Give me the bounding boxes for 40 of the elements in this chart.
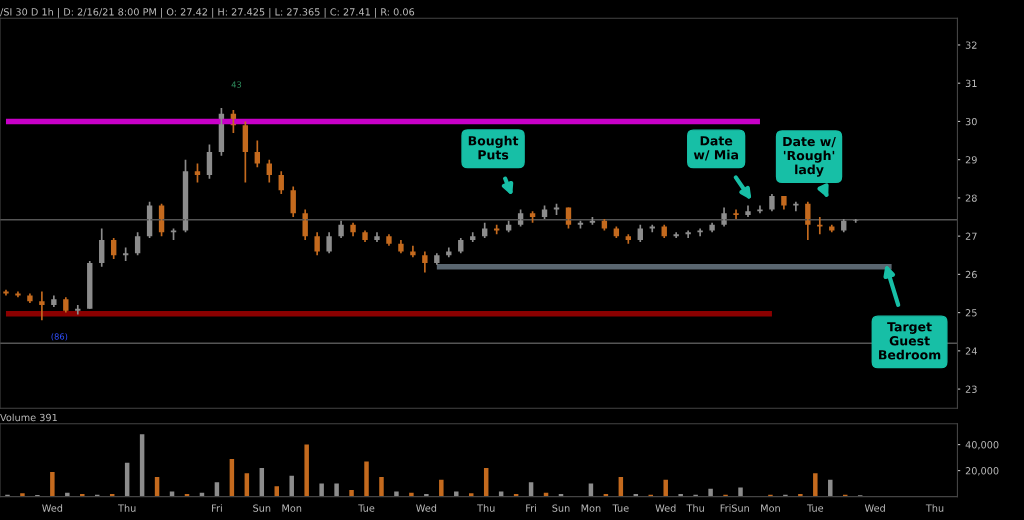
x-tick-label: Tue [612, 504, 629, 512]
chart-title: /SI 30 D 1h | D: 2/16/21 8:00 PM | O: 27.42 | H: 27.425 | L: 27.365 | C: 27.41 | R: 0.06 [0, 7, 415, 18]
x-tick-label: Mon [581, 504, 601, 512]
y-tick-label: 30 [965, 117, 977, 126]
y-tick-label: 31 [965, 79, 977, 88]
x-tick-label: Mon [282, 504, 302, 512]
annotation: Bought Puts [468, 135, 519, 160]
y-tick-label: 28 [965, 194, 977, 202]
x-tick-label: Wed [655, 504, 676, 512]
x-tick-label: Wed [42, 504, 63, 512]
y-tick-label: 24 [965, 347, 977, 355]
annotation: (86) [51, 333, 68, 341]
x-tick-label: Fri [212, 504, 222, 512]
x-tick-label: Wed [416, 504, 437, 512]
x-tick-label: Sun [552, 504, 570, 512]
y-tick-label: 25 [965, 309, 977, 317]
y-tick-label: 32 [965, 41, 977, 49]
x-tick-label: Thu [925, 504, 944, 512]
x-tick-label: Thu [686, 504, 704, 512]
y-tick-label: 20,000 [965, 467, 999, 476]
x-tick-label: Thu [118, 504, 136, 512]
x-tick-label: Fri [720, 504, 731, 512]
y-tick-label: 40,000 [965, 441, 999, 450]
annotation: 43 [231, 81, 242, 88]
x-tick-label: Tue [358, 504, 375, 512]
x-tick-label: Sun [253, 504, 271, 512]
x-tick-label: Wed [864, 504, 885, 512]
chart-title: Volume 391 [0, 413, 57, 422]
annotation: Date w/ Mia [693, 136, 738, 161]
annotation: Date w/ 'Rough' lady [783, 136, 836, 177]
y-tick-label: 26 [965, 270, 977, 279]
y-tick-label: 27 [965, 232, 977, 240]
x-tick-label: Thu [477, 504, 495, 512]
x-tick-label: Sun [731, 504, 749, 512]
y-tick-label: 29 [965, 156, 977, 164]
y-tick-label: 23 [965, 385, 977, 393]
x-tick-label: Mon [761, 504, 780, 512]
x-tick-label: Tue [806, 504, 824, 512]
x-tick-label: Fri [526, 504, 536, 512]
annotation: Target Guest Bedroom [879, 322, 941, 360]
